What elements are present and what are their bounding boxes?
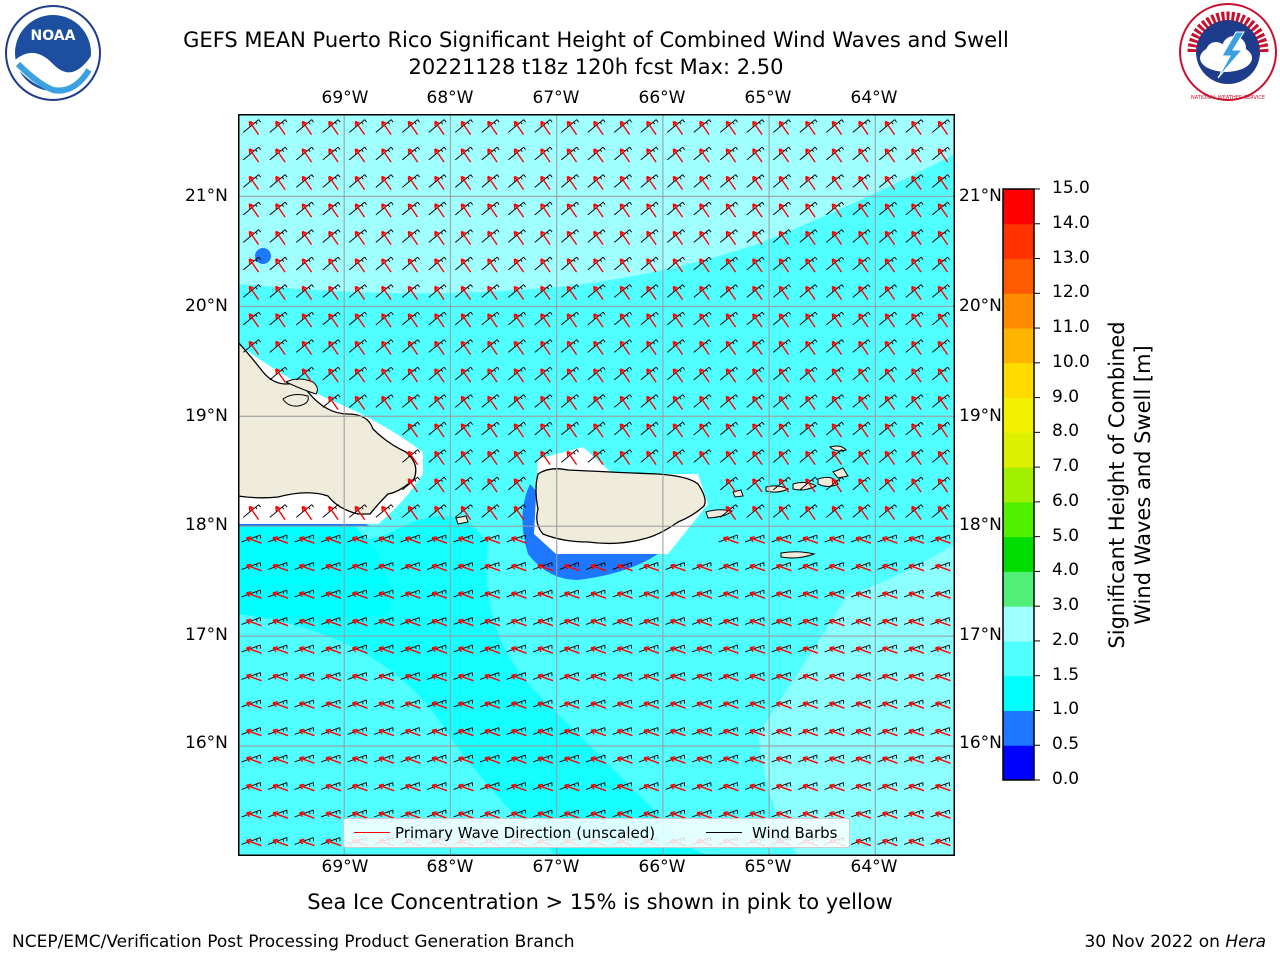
- lat-label-left-18n: 18°N: [185, 515, 228, 535]
- colorbar-tick-label: 15.0: [1052, 178, 1090, 198]
- colorbar-cell: [1003, 537, 1034, 572]
- colorbar-tick-label: 6.0: [1052, 491, 1079, 511]
- footer-branch: NCEP/EMC/Verification Post Processing Pr…: [12, 932, 575, 952]
- wind-barb-legend-label: Wind Barbs: [752, 824, 837, 842]
- colorbar-cell: [1003, 398, 1034, 433]
- colorbar-tick-label: 5.0: [1052, 526, 1079, 546]
- map-panel: [238, 114, 955, 856]
- colorbar-tick-label: 14.0: [1052, 213, 1090, 233]
- colorbar-cell: [1003, 710, 1034, 745]
- colorbar-cell: [1003, 745, 1034, 780]
- lon-label-bottom-69w: 69°W: [322, 857, 369, 877]
- colorbar-cell: [1003, 224, 1034, 259]
- colorbar-tick-label: 12.0: [1052, 282, 1090, 302]
- colorbar-cell: [1003, 502, 1034, 537]
- colorbar-tick-label: 4.0: [1052, 560, 1079, 580]
- lon-label-bottom-66w: 66°W: [639, 857, 686, 877]
- noaa-logo: NOAA: [4, 4, 102, 102]
- lon-label-top-64w: 64°W: [851, 88, 898, 108]
- lat-label-left-20n: 20°N: [185, 296, 228, 316]
- colorbar-cell: [1003, 293, 1034, 328]
- colorbar-cell: [1003, 189, 1034, 224]
- colorbar-title: Significant Height of Combined Wind Wave…: [1104, 321, 1156, 648]
- colorbar-tick-label: 3.0: [1052, 595, 1079, 615]
- lat-label-left-21n: 21°N: [185, 186, 228, 206]
- mona-island: [456, 516, 468, 524]
- colorbar-cell: [1003, 363, 1034, 398]
- nws-logo-text: NATIONAL WEATHER SERVICE: [1191, 95, 1265, 101]
- lon-label-bottom-64w: 64°W: [851, 857, 898, 877]
- colorbar-cell: [1003, 259, 1034, 294]
- lon-label-top-65w: 65°W: [745, 88, 792, 108]
- lat-label-right-17n: 17°N: [959, 625, 1002, 645]
- colorbar-title-line2: Wind Waves and Swell [m]: [1130, 321, 1156, 648]
- colorbar-tick-label: 11.0: [1052, 317, 1090, 337]
- lat-label-right-20n: 20°N: [959, 296, 1002, 316]
- colorbar-tick-label: 13.0: [1052, 248, 1090, 268]
- lat-label-left-16n: 16°N: [185, 733, 228, 753]
- lon-label-bottom-68w: 68°W: [427, 857, 474, 877]
- colorbar-title-line1: Significant Height of Combined: [1104, 321, 1130, 648]
- wave-direction-legend-label: Primary Wave Direction (unscaled): [395, 824, 655, 842]
- colorbar-tick-label: 10.0: [1052, 352, 1090, 372]
- lon-label-top-66w: 66°W: [639, 88, 686, 108]
- noaa-logo-text: NOAA: [31, 28, 76, 44]
- colorbar-tick-label: 0.0: [1052, 769, 1079, 789]
- footer-host: Hera: [1225, 932, 1266, 952]
- colorbar-tick-label: 9.0: [1052, 387, 1079, 407]
- lat-label-left-19n: 19°N: [185, 406, 228, 426]
- map-title: GEFS MEAN Puerto Rico Significant Height…: [96, 27, 1096, 53]
- wave-zone-0.5-1m-northwest: [255, 248, 271, 264]
- lat-label-right-21n: 21°N: [959, 186, 1002, 206]
- footer-date-text: 30 Nov 2022 on: [1084, 932, 1219, 952]
- lon-label-bottom-65w: 65°W: [745, 857, 792, 877]
- colorbar-tick-label: 8.0: [1052, 421, 1079, 441]
- colorbar-cell: [1003, 641, 1034, 676]
- colorbar-cell: [1003, 571, 1034, 606]
- lon-label-bottom-67w: 67°W: [533, 857, 580, 877]
- lat-label-right-16n: 16°N: [959, 733, 1002, 753]
- map-subtitle: 20221128 t18z 120h fcst Max: 2.50: [96, 54, 1096, 80]
- lon-label-top-68w: 68°W: [427, 88, 474, 108]
- colorbar-cell: [1003, 606, 1034, 641]
- lat-label-left-17n: 17°N: [185, 625, 228, 645]
- colorbar-tick-label: 1.5: [1052, 665, 1079, 685]
- lon-label-top-69w: 69°W: [322, 88, 369, 108]
- colorbar-cell: [1003, 328, 1034, 363]
- lat-label-right-18n: 18°N: [959, 515, 1002, 535]
- sea-ice-note: Sea Ice Concentration > 15% is shown in …: [240, 890, 960, 914]
- lat-label-right-19n: 19°N: [959, 406, 1002, 426]
- wind-barb-legend-line: [706, 832, 742, 833]
- colorbar-tick-label: 2.0: [1052, 630, 1079, 650]
- footer-date: 30 Nov 2022 on Hera: [1084, 932, 1266, 952]
- colorbar-cell: [1003, 467, 1034, 502]
- colorbar-cell: [1003, 432, 1034, 467]
- wave-direction-legend-line: [354, 832, 390, 833]
- map-legend: Primary Wave Direction (unscaled) Wind B…: [343, 818, 850, 848]
- colorbar-tick-label: 1.0: [1052, 699, 1079, 719]
- colorbar: [1002, 188, 1050, 782]
- colorbar-cell: [1003, 676, 1034, 711]
- colorbar-tick-label: 0.5: [1052, 734, 1079, 754]
- colorbar-tick-label: 7.0: [1052, 456, 1079, 476]
- lon-label-top-67w: 67°W: [533, 88, 580, 108]
- nws-logo: NATIONAL WEATHER SERVICE: [1178, 2, 1278, 102]
